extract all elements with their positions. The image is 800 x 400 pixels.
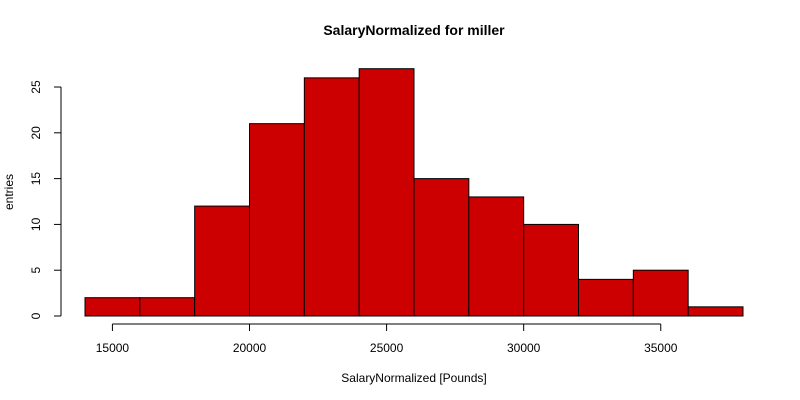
- histogram-bar: [194, 205, 251, 317]
- histogram-bar: [687, 306, 744, 317]
- y-tick-label: 5: [29, 267, 43, 274]
- histogram-bar: [632, 269, 689, 317]
- histogram-bar: [468, 196, 525, 317]
- x-axis-label: SalaryNormalized [Pounds]: [341, 371, 486, 385]
- x-axis: 15000 20000 25000 30000 35000: [96, 323, 678, 355]
- y-tick-label: 25: [29, 80, 43, 94]
- histogram-bar: [303, 77, 360, 317]
- histogram-bar: [413, 178, 470, 317]
- x-tick-label: 30000: [507, 341, 541, 355]
- y-tick-label: 20: [29, 126, 43, 140]
- y-tick-label: 10: [29, 217, 43, 231]
- y-axis: 0 5 10 15 20 25: [29, 80, 62, 319]
- y-tick-label: 0: [29, 312, 43, 319]
- histogram-bar: [358, 68, 415, 317]
- y-axis-label: entries: [2, 174, 16, 210]
- histogram-bar: [139, 297, 196, 317]
- histogram-bar: [84, 297, 141, 317]
- x-tick-label: 25000: [370, 341, 404, 355]
- chart-title: SalaryNormalized for miller: [323, 22, 505, 38]
- x-tick-label: 35000: [644, 341, 678, 355]
- bars-group: [84, 68, 744, 317]
- histogram-bar: [578, 278, 634, 317]
- histogram-bar: [249, 123, 305, 317]
- x-tick-label: 20000: [233, 341, 267, 355]
- x-tick-label: 15000: [96, 341, 130, 355]
- histogram-bar: [523, 223, 580, 317]
- y-tick-label: 15: [29, 172, 43, 186]
